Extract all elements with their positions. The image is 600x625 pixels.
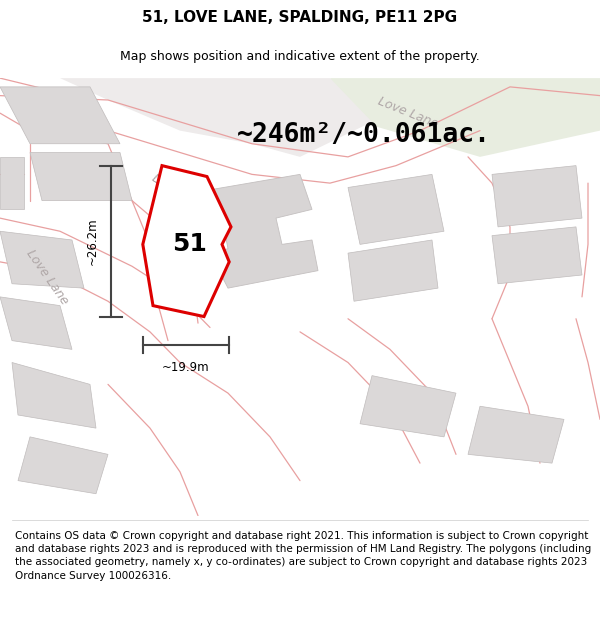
Polygon shape (30, 152, 132, 201)
Polygon shape (143, 166, 231, 316)
Polygon shape (348, 240, 438, 301)
Polygon shape (198, 174, 318, 288)
Text: Map shows position and indicative extent of the property.: Map shows position and indicative extent… (120, 50, 480, 62)
Text: 51: 51 (172, 232, 206, 256)
Polygon shape (0, 231, 84, 288)
Text: Contains OS data © Crown copyright and database right 2021. This information is : Contains OS data © Crown copyright and d… (15, 531, 591, 581)
Text: ~246m²/~0.061ac.: ~246m²/~0.061ac. (237, 122, 491, 148)
Text: Love Lane: Love Lane (149, 172, 211, 216)
Polygon shape (330, 78, 600, 157)
Polygon shape (0, 297, 72, 349)
Polygon shape (60, 78, 372, 157)
Text: 51, LOVE LANE, SPALDING, PE11 2PG: 51, LOVE LANE, SPALDING, PE11 2PG (142, 9, 458, 24)
Polygon shape (468, 406, 564, 463)
Polygon shape (492, 227, 582, 284)
Polygon shape (0, 157, 24, 209)
Polygon shape (348, 174, 444, 244)
Text: ~19.9m: ~19.9m (162, 361, 210, 374)
Polygon shape (360, 376, 456, 437)
Polygon shape (18, 437, 108, 494)
Polygon shape (492, 166, 582, 227)
Text: Love Lane: Love Lane (376, 95, 440, 131)
Polygon shape (0, 87, 120, 144)
Text: ~26.2m: ~26.2m (85, 217, 98, 265)
Text: Love Lane: Love Lane (23, 248, 70, 307)
Polygon shape (12, 362, 96, 428)
